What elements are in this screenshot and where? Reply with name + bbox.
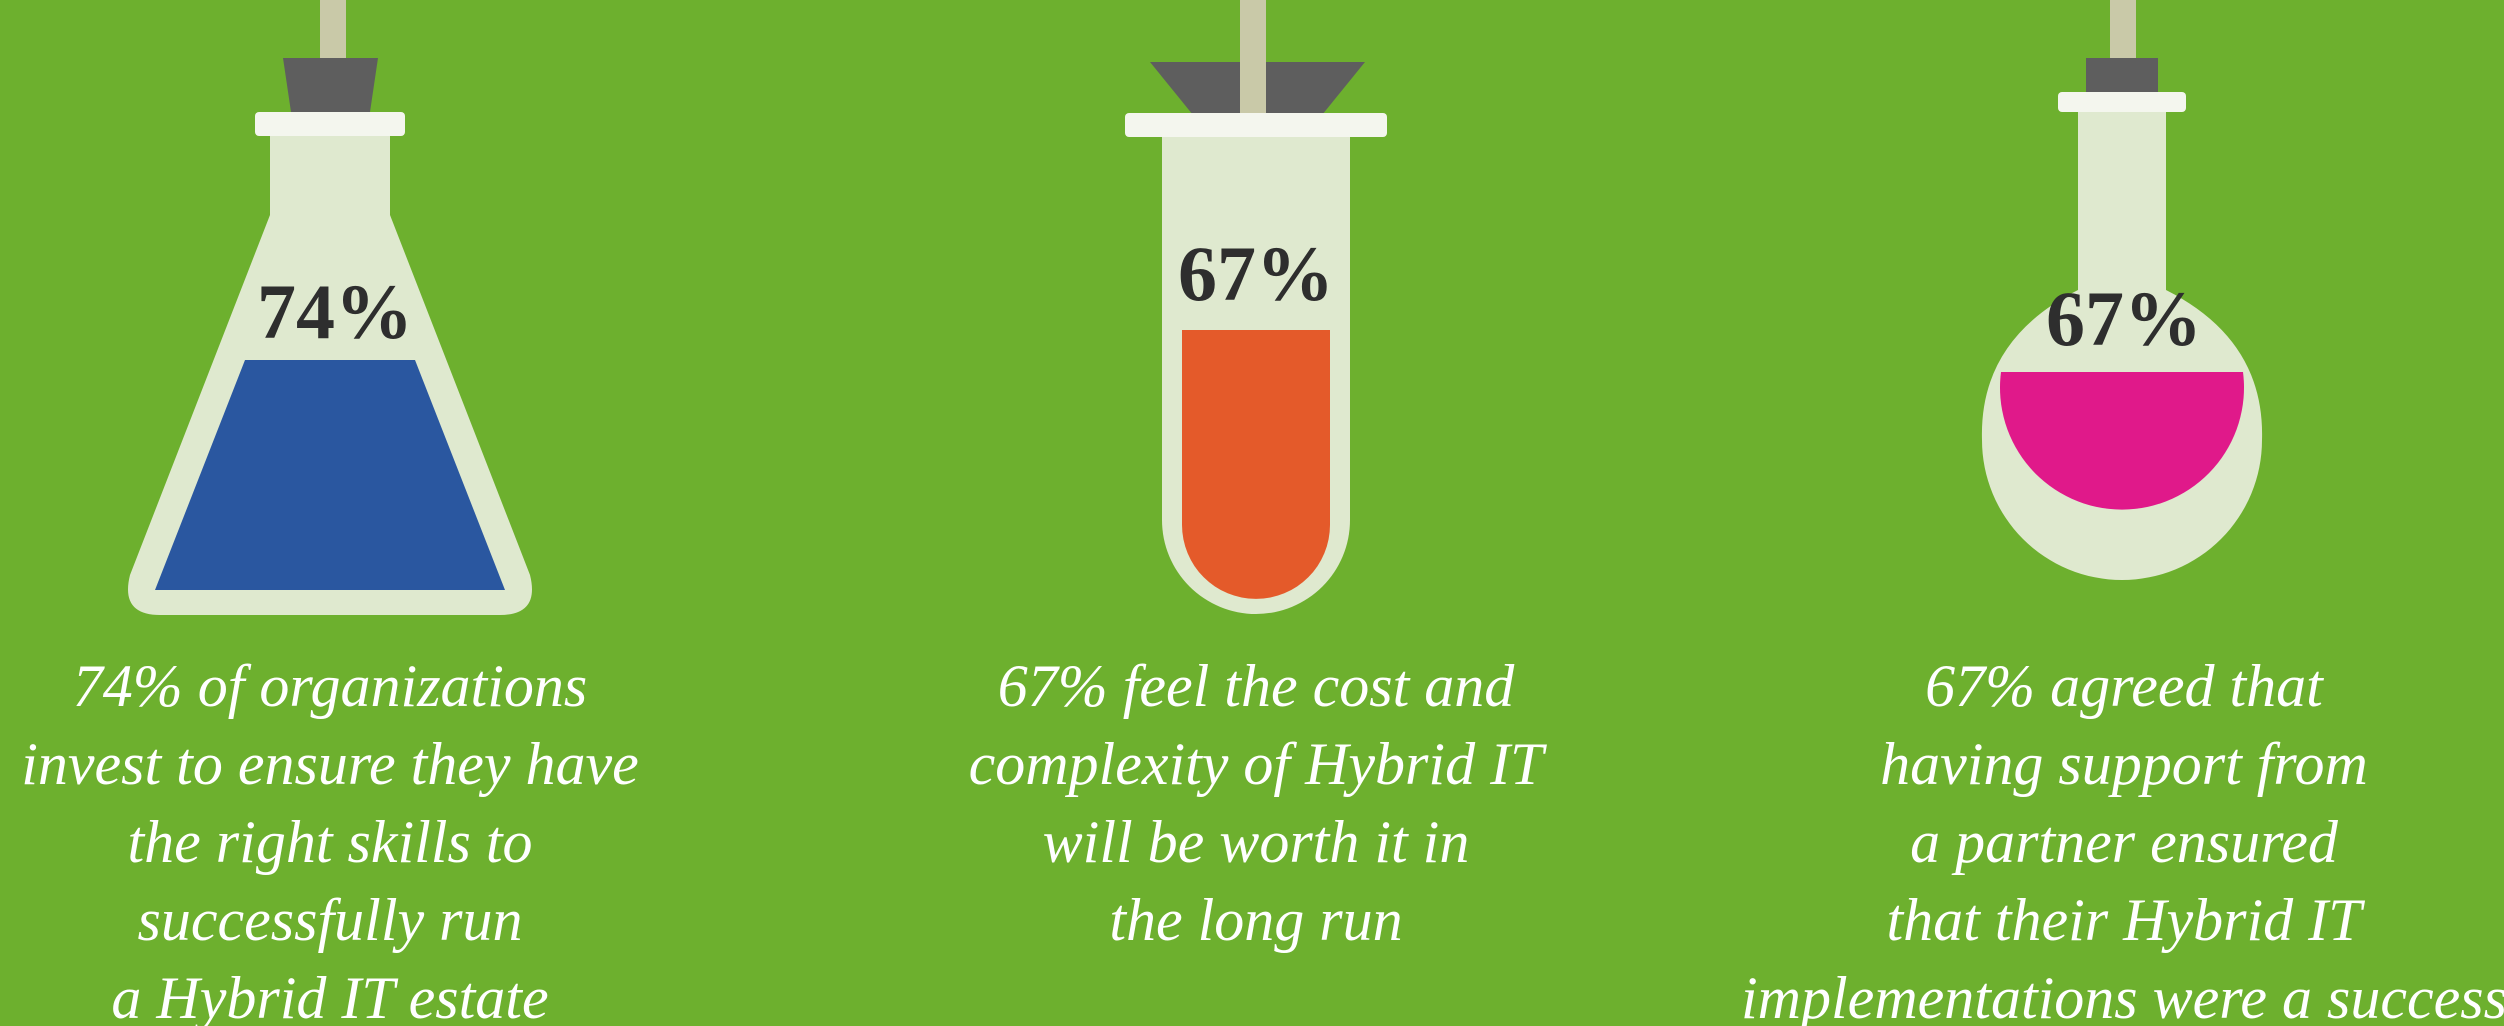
- caption-line: 74% of organizations: [73, 653, 587, 719]
- liquid: [1182, 330, 1330, 599]
- caption-line: the long run: [1109, 887, 1402, 953]
- flask-rim: [255, 112, 405, 136]
- flask-rim: [2058, 92, 2186, 112]
- caption-line: complexity of Hybrid IT: [969, 731, 1547, 797]
- cork: [283, 58, 378, 112]
- caption-line: that their Hybrid IT: [1887, 887, 2366, 953]
- caption-line: 67% agreed that: [1925, 653, 2324, 719]
- caption-line: having support from: [1880, 731, 2368, 797]
- percent: 74%: [257, 268, 413, 355]
- caption-line: a partner ensured: [1910, 809, 2339, 875]
- caption-line: successfully run: [138, 887, 523, 953]
- percent: 67%: [2046, 275, 2202, 362]
- caption-line: implementations were a success: [1741, 965, 2504, 1026]
- caption-line: 67% feel the cost and: [998, 653, 1516, 719]
- straw: [1240, 0, 1266, 125]
- page: 74% 67% 67% 74% of organizations invest t…: [0, 0, 2504, 1026]
- tube-rim: [1125, 113, 1387, 137]
- caption-line: the right skills to: [128, 809, 533, 875]
- percent: 67%: [1178, 230, 1334, 317]
- infographic: 74% 67% 67% 74% of organizations invest t…: [0, 0, 2504, 1026]
- caption-line: will be worth it in: [1043, 809, 1470, 875]
- caption-line: a Hybrid IT estate: [111, 965, 548, 1026]
- caption-line: invest to ensure they have: [21, 731, 639, 797]
